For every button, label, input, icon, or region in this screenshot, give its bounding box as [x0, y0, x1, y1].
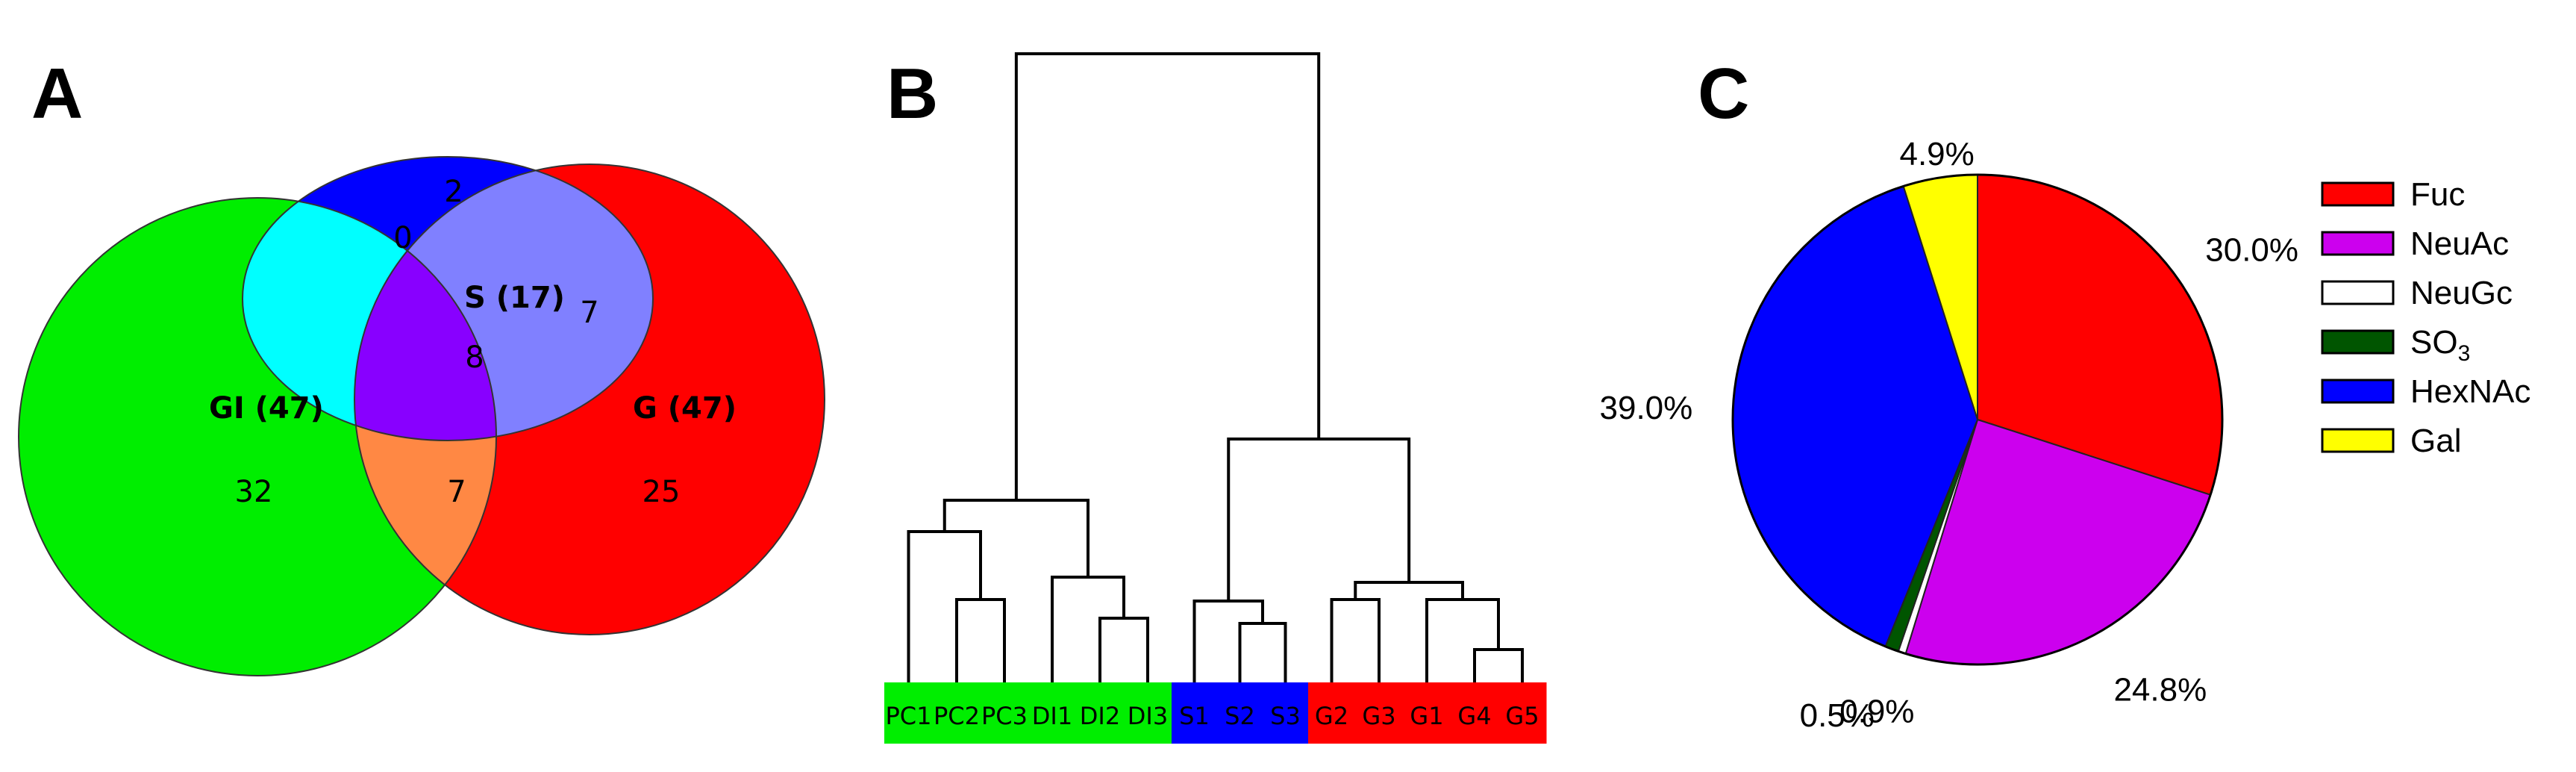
leaf-bar-s1 [1172, 682, 1218, 744]
dendrogram-tree [907, 52, 1524, 682]
legend-swatch-neugc [2321, 280, 2395, 305]
legend-swatch-fuc [2321, 181, 2395, 207]
leaf-bar-pc3 [981, 682, 1029, 744]
leaf-bar-g5 [1498, 682, 1547, 744]
branch-di [1051, 576, 1125, 682]
legend-label-hexnac: HexNAc [2410, 373, 2530, 410]
leaf-label-di3: DI3 [1128, 702, 1168, 730]
legend-label-gal: Gal [2410, 423, 2461, 459]
branch-g1-g4-g5 [1425, 598, 1500, 682]
legend-swatch-neuac [2321, 231, 2395, 256]
panel-a: A GI (47) G (47) S (17) 32 25 2 0 [18, 54, 825, 676]
leaf-label-s3: S3 [1270, 702, 1301, 730]
pie-label-fuc: 30.0% [2205, 231, 2298, 268]
venn-label-s: S (17) [464, 281, 565, 315]
pie-chart [1731, 173, 2224, 666]
leaf-bar-s2 [1217, 682, 1263, 744]
panel-b-label: B [887, 54, 938, 134]
leaf-bar-g4 [1451, 682, 1499, 744]
branch-s [1192, 600, 1264, 682]
leaf-label-pc2: PC2 [934, 702, 980, 730]
legend-swatch-gal [2321, 428, 2395, 453]
branch-g [1354, 581, 1464, 600]
leaf-label-g2: G2 [1315, 702, 1348, 730]
legend-swatch-hexnac [2321, 379, 2395, 404]
panel-b: B PC1 PC2 PC3 DI1 DI2 DI3 S1 S2 S3 G2 G3 G1 G4 G5 [884, 52, 1547, 744]
pie-legend: Fuc NeuAc NeuGc SO3 HexNAc Gal [2321, 176, 2530, 459]
leaf-bar-g2 [1308, 682, 1356, 744]
venn-label-g: G (47) [633, 391, 737, 426]
venn-value-gi-s: 0 [393, 221, 412, 255]
branch-root [1014, 52, 1321, 500]
venn-value-s-g: 7 [580, 296, 598, 330]
panel-a-label: A [31, 54, 83, 134]
legend-label-fuc: Fuc [2410, 176, 2465, 213]
venn-region-all [354, 198, 496, 441]
branch-pc2-pc3 [955, 598, 1006, 682]
leaf-label-s1: S1 [1179, 702, 1210, 730]
branch-g2-g3 [1330, 598, 1381, 682]
dendrogram-leaves: PC1 PC2 PC3 DI1 DI2 DI3 S1 S2 S3 G2 G3 G1 G4 G5 [884, 682, 1547, 744]
leaf-label-pc3: PC3 [981, 702, 1028, 730]
pie-label-neuac: 24.8% [2113, 671, 2207, 708]
branch-s2-s3 [1238, 622, 1287, 682]
pie-outline [1731, 173, 2224, 666]
leaf-bar-pc2 [933, 682, 981, 744]
leaf-bar-s3 [1263, 682, 1309, 744]
legend-label-neugc: NeuGc [2410, 275, 2513, 311]
venn-label-gi: GI (47) [209, 391, 324, 426]
venn-value-gi-g: 7 [447, 475, 466, 509]
venn-outline-g [354, 164, 825, 635]
branch-pc [907, 530, 982, 682]
venn-value-g-only: 25 [643, 475, 681, 509]
venn-value-gi-only: 32 [235, 475, 273, 509]
leaf-label-g4: G4 [1457, 702, 1491, 730]
legend-label-so3: SO3 [2410, 324, 2470, 366]
venn-value-all: 8 [465, 340, 484, 375]
legend-swatch-so3 [2321, 329, 2395, 355]
leaf-bar-di2 [1076, 682, 1125, 744]
pie-label-so3: 0.9% [1839, 693, 1914, 729]
branch-s-g [1227, 438, 1411, 601]
leaf-label-di1: DI1 [1032, 702, 1072, 730]
pie-labels: 30.0% 24.8% 0.5%0.9% 39.0% 4.9% [1600, 136, 2298, 734]
leaf-bar-di1 [1028, 682, 1077, 744]
leaf-bar-di3 [1124, 682, 1172, 744]
leaf-label-pc1: PC1 [886, 702, 932, 730]
leaf-label-di2: DI2 [1080, 702, 1120, 730]
leaf-label-g5: G5 [1505, 702, 1539, 730]
leaf-bar-pc1 [884, 682, 934, 744]
leaf-label-g1: G1 [1410, 702, 1443, 730]
legend-label-neuac: NeuAc [2410, 225, 2509, 262]
panel-c: C 30.0% 24.8% 0.5%0.9% 39.0% 4.9% Fuc NeuAc Ne… [1600, 54, 2531, 734]
pie-label-gal: 4.9% [1899, 136, 1974, 172]
leaf-label-s2: S2 [1225, 702, 1255, 730]
pie-label-neugc: 0.5% [1800, 697, 1875, 734]
leaf-bar-g3 [1355, 682, 1404, 744]
leaf-bar-g1 [1403, 682, 1451, 744]
venn-value-s-only: 2 [444, 175, 463, 209]
leaf-label-g3: G3 [1362, 702, 1395, 730]
venn-outline-s [242, 156, 654, 441]
branch-gi [942, 499, 1090, 577]
branch-g4-g5 [1473, 648, 1524, 682]
panel-c-label: C [1698, 54, 1749, 134]
pie-label-hexnac: 39.0% [1600, 390, 1693, 426]
branch-di2-di3 [1098, 617, 1149, 682]
